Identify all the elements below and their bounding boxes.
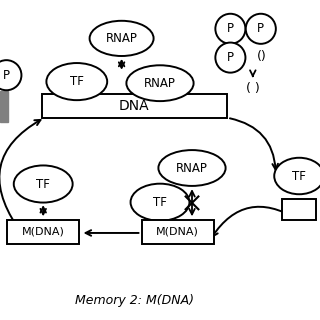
Ellipse shape — [90, 21, 154, 56]
Text: TF: TF — [36, 178, 50, 190]
Text: P: P — [227, 22, 234, 35]
Text: TF: TF — [292, 170, 306, 182]
Circle shape — [246, 14, 276, 44]
Text: TF: TF — [70, 75, 84, 88]
Ellipse shape — [14, 165, 73, 203]
Ellipse shape — [274, 158, 320, 194]
Ellipse shape — [126, 65, 194, 101]
Circle shape — [215, 43, 245, 73]
Text: M(DNA): M(DNA) — [22, 227, 65, 237]
Bar — [0, 91, 8, 122]
Text: M(DNA): M(DNA) — [156, 227, 199, 237]
Circle shape — [0, 60, 21, 90]
Bar — [7, 220, 79, 244]
Text: RNAP: RNAP — [106, 32, 138, 45]
Ellipse shape — [131, 184, 189, 221]
Text: DNA: DNA — [119, 99, 150, 113]
Ellipse shape — [46, 63, 107, 100]
Ellipse shape — [158, 150, 226, 186]
Text: Memory 2: M(DNA): Memory 2: M(DNA) — [75, 294, 194, 307]
Text: (): () — [257, 50, 267, 63]
Text: RNAP: RNAP — [144, 77, 176, 90]
Bar — [142, 220, 214, 244]
Text: ( ): ( ) — [246, 82, 260, 94]
Text: P: P — [227, 51, 234, 64]
Bar — [42, 94, 227, 118]
Bar — [283, 199, 316, 220]
Text: P: P — [257, 22, 264, 35]
Text: RNAP: RNAP — [176, 162, 208, 174]
Text: P: P — [3, 69, 10, 82]
Circle shape — [215, 14, 245, 44]
Text: TF: TF — [153, 196, 167, 209]
